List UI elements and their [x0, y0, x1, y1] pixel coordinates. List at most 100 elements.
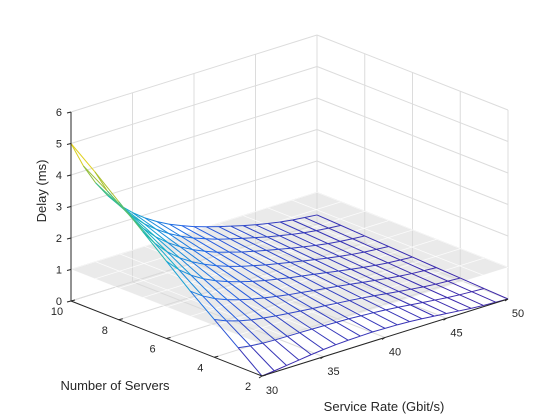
z-tick-mark	[66, 111, 72, 114]
surface-line	[70, 143, 84, 167]
surface-line	[291, 232, 305, 235]
surface-line	[289, 275, 302, 279]
z-tick-label: 3	[56, 202, 62, 214]
surface-line	[483, 301, 496, 306]
surface-line	[229, 251, 254, 267]
surface-line	[190, 274, 204, 280]
z-tick-label: 0	[56, 296, 62, 308]
surface-line	[336, 318, 349, 323]
surface-line	[82, 165, 108, 192]
surface-line	[361, 295, 375, 299]
surface-line	[350, 268, 376, 281]
surface-line	[470, 304, 484, 309]
surface-line	[277, 263, 303, 277]
surface-line	[143, 223, 169, 244]
surface-line	[423, 283, 436, 288]
surface-line	[410, 301, 423, 306]
surface-line	[266, 249, 291, 263]
surface-line	[301, 275, 326, 289]
surface-line	[279, 221, 305, 234]
surface-line	[240, 281, 265, 299]
surface-line	[213, 319, 239, 349]
threshold-plane-line	[70, 192, 318, 270]
surface-line	[241, 250, 255, 253]
surface-line	[337, 285, 363, 299]
surface-line	[288, 294, 313, 309]
surface-line	[276, 294, 289, 297]
surface-line	[264, 280, 290, 296]
surface-line	[190, 290, 203, 297]
surface-line	[275, 313, 289, 317]
surface-line	[397, 321, 410, 326]
surface-line	[313, 290, 338, 304]
surface-line	[180, 235, 206, 252]
surface-line	[302, 260, 327, 274]
surface-line	[350, 281, 363, 285]
surface-line	[327, 240, 341, 245]
surface-line	[229, 238, 255, 252]
surface-line	[70, 143, 96, 173]
surface-line	[300, 292, 326, 307]
surface-line	[250, 345, 275, 372]
surface-line	[154, 243, 180, 270]
surface-line	[179, 246, 205, 265]
z-tick-mark	[66, 237, 72, 240]
surface-line	[447, 297, 472, 309]
x-tick-mark	[504, 298, 509, 302]
surface-line	[483, 288, 509, 300]
surface-line	[167, 242, 181, 248]
surface-line	[340, 224, 365, 237]
surface-line	[262, 339, 276, 344]
surface-line	[238, 319, 252, 322]
surface-line	[142, 231, 167, 262]
surface-line	[238, 345, 251, 349]
z-tick-label: 5	[56, 139, 62, 151]
surface-line	[376, 246, 389, 250]
surface-line	[181, 225, 206, 240]
x-tick-label: 30	[266, 385, 278, 397]
surface-line	[352, 235, 365, 240]
surface-line	[156, 228, 169, 234]
z-tick-mark	[66, 269, 72, 271]
surface-line	[95, 182, 120, 206]
surface-line	[264, 295, 277, 299]
surface-line	[156, 221, 182, 237]
surface-line	[361, 297, 386, 311]
surface-line	[254, 236, 268, 239]
surface-line	[131, 215, 156, 238]
surface-line	[447, 294, 460, 299]
surface-line	[156, 228, 181, 248]
surface-line	[386, 290, 399, 295]
surface-line	[251, 317, 264, 321]
surface-line	[274, 335, 288, 341]
surface-line	[275, 315, 300, 334]
surface-line	[216, 251, 242, 267]
surface-line	[374, 293, 387, 297]
surface-line	[324, 305, 350, 320]
surface-line	[411, 273, 436, 285]
surface-line	[299, 332, 324, 350]
surface-line	[303, 244, 316, 248]
surface-line	[230, 237, 243, 240]
surface-line	[386, 277, 412, 290]
surface-line	[262, 342, 287, 366]
surface-line	[323, 344, 336, 350]
grid-line	[316, 160, 509, 237]
z-tick-label: 2	[56, 233, 62, 245]
surface-line	[214, 298, 240, 322]
surface-line	[397, 304, 411, 308]
surface-line	[292, 219, 317, 232]
surface-line	[179, 257, 192, 263]
surface-line	[299, 328, 313, 334]
surface-line	[289, 277, 314, 292]
surface-line	[300, 307, 313, 312]
surface-line	[384, 324, 398, 329]
surface-line	[226, 320, 251, 347]
surface-line	[325, 285, 339, 289]
surface-line	[181, 225, 195, 228]
surface-line	[338, 268, 352, 272]
surface-line	[202, 295, 227, 322]
surface-line	[251, 298, 277, 317]
surface-line	[298, 354, 312, 361]
